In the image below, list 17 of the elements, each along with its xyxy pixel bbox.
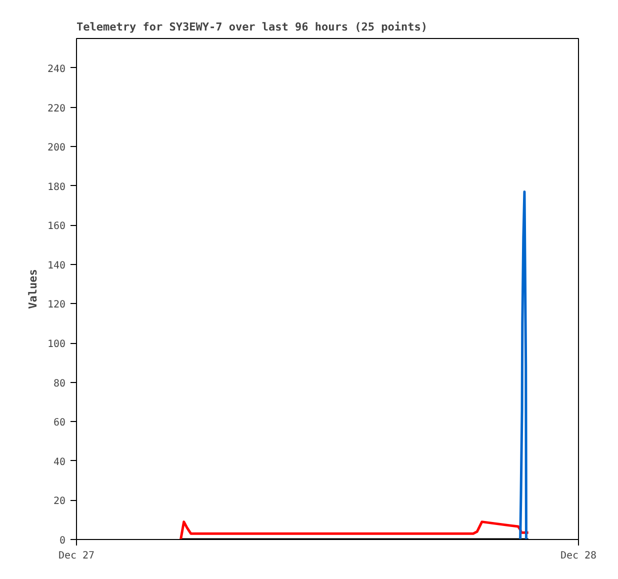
chart-title: Telemetry for SY3EWY-7 over last 96 hours (25 points) [76,20,428,34]
y-tick-label: 60 [53,418,66,429]
y-tick-label: 200 [47,142,66,154]
y-tick-label: 100 [47,339,66,350]
y-tick-label: 220 [47,103,66,114]
y-tick-label: 140 [47,260,66,272]
y-axis-title: Values [26,269,40,309]
x-tick-label: Dec 28 [560,550,597,562]
y-tick-label: 80 [53,378,66,390]
y-tick-label: 20 [53,496,66,508]
y-tick-label: 0 [59,536,66,546]
y-tick-label: 180 [47,182,66,193]
y-tick-label: 40 [53,456,66,468]
y-tick-label: 160 [47,221,66,232]
y-tick-label: 120 [47,300,66,311]
x-tick-label: Dec 27 [58,550,95,562]
y-tick-label: 240 [47,64,66,75]
